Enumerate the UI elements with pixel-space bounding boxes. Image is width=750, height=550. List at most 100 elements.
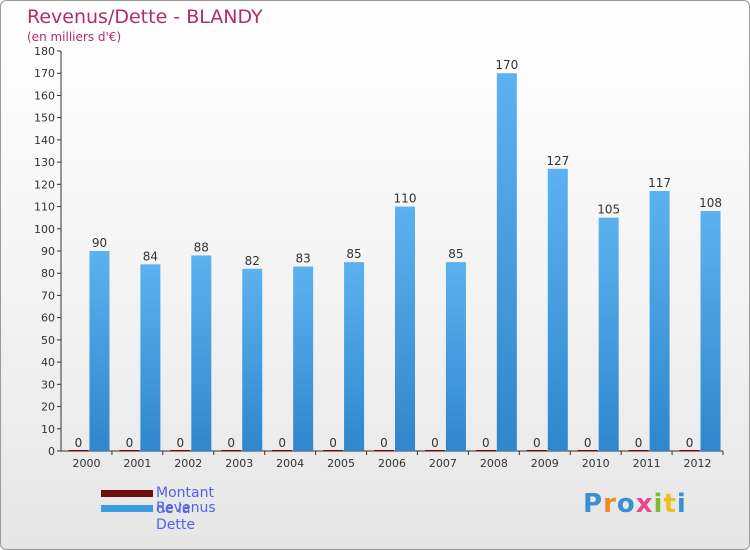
logo-letter: t bbox=[663, 489, 677, 519]
x-tick-label: 2005 bbox=[327, 457, 355, 470]
dette-bar bbox=[272, 450, 293, 452]
revenus-bar bbox=[649, 191, 670, 451]
dette-value-label: 0 bbox=[75, 436, 83, 450]
revenus-bar bbox=[191, 255, 212, 451]
y-tick-label: 90 bbox=[41, 245, 55, 258]
dette-value-label: 0 bbox=[584, 436, 592, 450]
x-tick-label: 2007 bbox=[429, 457, 457, 470]
y-tick-label: 0 bbox=[48, 445, 55, 458]
chart-subtitle: (en milliers d'€) bbox=[27, 30, 122, 44]
dette-bar bbox=[424, 450, 445, 452]
y-tick-label: 30 bbox=[41, 378, 55, 391]
dette-value-label: 0 bbox=[431, 436, 439, 450]
dette-bar bbox=[577, 450, 598, 452]
x-tick-label: 2011 bbox=[633, 457, 661, 470]
dette-value-label: 0 bbox=[380, 436, 388, 450]
revenus-value-label: 84 bbox=[143, 249, 158, 263]
dette-value-label: 0 bbox=[278, 436, 286, 450]
dette-value-label: 0 bbox=[482, 436, 490, 450]
proxiti-logo: Proxiti bbox=[583, 489, 687, 519]
y-tick-label: 80 bbox=[41, 267, 55, 280]
revenus-value-label: 110 bbox=[394, 192, 417, 206]
revenus-value-label: 105 bbox=[597, 203, 620, 217]
logo-letter: o bbox=[616, 489, 636, 519]
x-tick-label: 2003 bbox=[225, 457, 253, 470]
dette-bar bbox=[221, 450, 242, 452]
revenus-bar bbox=[700, 211, 721, 451]
revenus-bar bbox=[344, 262, 365, 451]
dette-value-label: 0 bbox=[126, 436, 134, 450]
x-tick-label: 2006 bbox=[378, 457, 406, 470]
y-tick-label: 130 bbox=[34, 156, 55, 169]
y-tick-label: 40 bbox=[41, 356, 55, 369]
chart-title: Revenus/Dette - BLANDY bbox=[27, 6, 263, 28]
revenus-value-label: 127 bbox=[546, 154, 569, 168]
legend-swatch-revenus bbox=[101, 505, 153, 512]
revenus-value-label: 88 bbox=[194, 240, 209, 254]
x-tick-label: 2012 bbox=[684, 457, 712, 470]
revenus-bar bbox=[598, 217, 619, 451]
revenus-value-label: 108 bbox=[699, 196, 722, 210]
logo-letter: P bbox=[583, 489, 604, 519]
legend-swatch-dette bbox=[101, 490, 153, 497]
x-tick-label: 2010 bbox=[582, 457, 610, 470]
y-tick-label: 20 bbox=[41, 401, 55, 414]
revenus-bar bbox=[547, 168, 568, 451]
y-tick-label: 100 bbox=[34, 223, 55, 236]
dette-bar bbox=[679, 450, 700, 452]
x-tick-label: 2009 bbox=[531, 457, 559, 470]
logo-letter: x bbox=[635, 489, 654, 519]
dette-bar bbox=[323, 450, 344, 452]
dette-bar bbox=[475, 450, 496, 452]
dette-bar bbox=[374, 450, 394, 452]
dette-bar bbox=[68, 450, 89, 452]
revenus-bar bbox=[89, 251, 110, 451]
y-tick-label: 70 bbox=[41, 289, 55, 302]
dette-value-label: 0 bbox=[176, 436, 184, 450]
revenus-value-label: 85 bbox=[448, 247, 463, 261]
revenus-bar bbox=[445, 262, 466, 451]
legend-label-dette: Montant de la Dette bbox=[156, 485, 214, 533]
revenus-value-label: 85 bbox=[346, 247, 361, 261]
y-tick-label: 120 bbox=[34, 178, 55, 191]
revenus-bar bbox=[140, 264, 161, 451]
y-tick-label: 50 bbox=[41, 334, 55, 347]
x-tick-label: 2001 bbox=[123, 457, 151, 470]
dette-value-label: 0 bbox=[635, 436, 643, 450]
x-tick-label: 2002 bbox=[174, 457, 202, 470]
y-tick-label: 110 bbox=[34, 201, 55, 214]
dette-value-label: 0 bbox=[533, 436, 541, 450]
dette-bar bbox=[526, 450, 547, 452]
dette-bar bbox=[170, 450, 191, 452]
y-tick-label: 140 bbox=[34, 134, 55, 147]
dette-value-label: 0 bbox=[329, 436, 337, 450]
x-tick-label: 2004 bbox=[276, 457, 304, 470]
y-tick-label: 180 bbox=[34, 45, 55, 58]
logo-letter: i bbox=[676, 489, 687, 519]
dette-value-label: 0 bbox=[227, 436, 235, 450]
dette-bar bbox=[119, 450, 140, 452]
y-tick-label: 10 bbox=[41, 423, 55, 436]
x-tick-label: 2000 bbox=[72, 457, 100, 470]
revenus-value-label: 117 bbox=[648, 176, 671, 190]
revenus-bar bbox=[293, 266, 314, 451]
y-tick-label: 150 bbox=[34, 112, 55, 125]
y-tick-label: 160 bbox=[34, 89, 55, 102]
revenus-bar bbox=[395, 206, 415, 451]
y-tick-label: 170 bbox=[34, 67, 55, 80]
logo-letter: r bbox=[603, 489, 617, 519]
revenus-bar bbox=[242, 268, 263, 451]
revenus-value-label: 82 bbox=[245, 254, 260, 268]
logo-letter: i bbox=[653, 489, 664, 519]
revenus-value-label: 170 bbox=[495, 58, 518, 72]
revenus-value-label: 90 bbox=[92, 236, 107, 250]
dette-bar bbox=[628, 450, 649, 452]
revenus-bar bbox=[496, 73, 517, 451]
dette-value-label: 0 bbox=[686, 436, 694, 450]
legend-label-revenus: Revenus bbox=[156, 500, 216, 516]
y-tick-label: 60 bbox=[41, 312, 55, 325]
revenus-value-label: 83 bbox=[296, 252, 311, 266]
x-tick-label: 2008 bbox=[480, 457, 508, 470]
